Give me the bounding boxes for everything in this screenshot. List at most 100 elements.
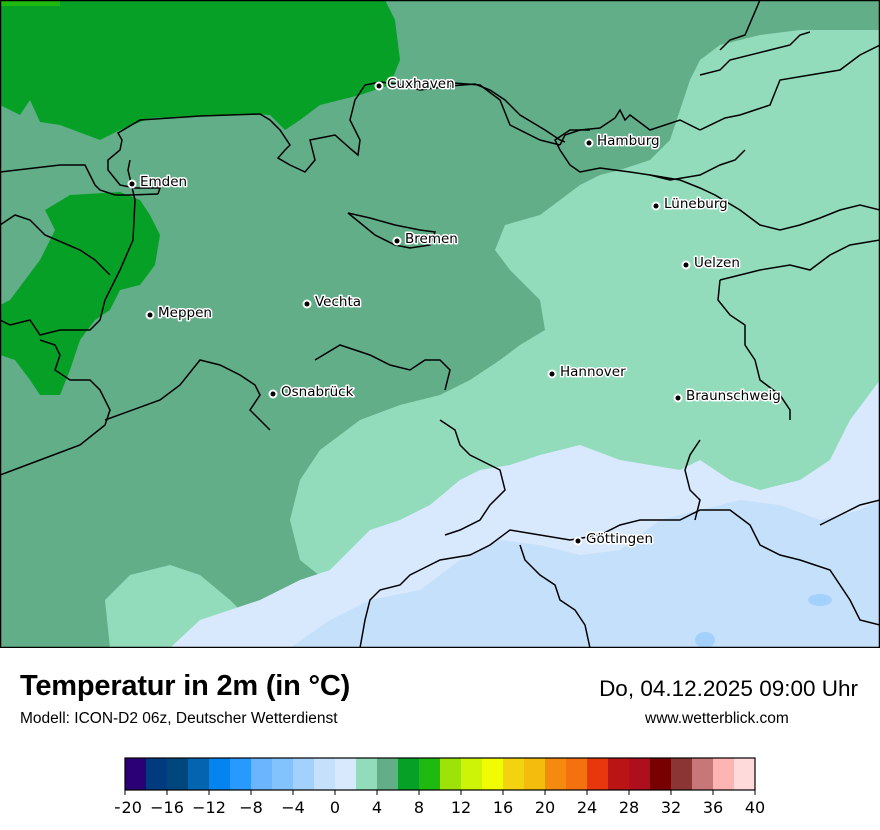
colorbar-tick-label: 24: [577, 798, 597, 817]
colorbar-tick-label: −4: [281, 798, 305, 817]
colorbar-tick-label: 8: [414, 798, 424, 817]
page-title: Temperatur in 2m (in °C): [20, 670, 351, 702]
colorbar-bin: [566, 758, 588, 790]
city-marker: Hannover: [547, 363, 628, 382]
colorbar-bins: [125, 758, 756, 790]
city-marker: Cuxhaven: [374, 75, 456, 94]
colorbar-bin: [356, 758, 378, 790]
colorbar-tick-label: 28: [619, 798, 639, 817]
website-link[interactable]: www.wetterblick.com: [645, 710, 789, 727]
city-dot-icon: [675, 395, 681, 401]
coastlines-borders: [0, 0, 880, 648]
city-label: Hamburg: [597, 133, 660, 149]
temp-patch: [695, 632, 715, 648]
city-label: Meppen: [158, 305, 212, 321]
temp-area-minus2-0: [290, 500, 880, 648]
forecast-datetime: Do, 04.12.2025 09:00 Uhr: [599, 676, 858, 701]
city-label: Bremen: [405, 231, 458, 247]
colorbar-bin: [440, 758, 462, 790]
city-dot-icon: [575, 538, 581, 544]
colorbar-frame: [124, 757, 756, 791]
temp-area-6-8-land: [0, 192, 160, 395]
colorbar-bin: [734, 758, 756, 790]
city-dot-icon: [147, 312, 153, 318]
temp-patch: [808, 594, 832, 606]
model-subtitle: Modell: ICON-D2 06z, Deutscher Wetterdie…: [20, 710, 338, 727]
city-label: Uelzen: [694, 255, 740, 271]
colorbar-bin: [314, 758, 336, 790]
colorbar-tick-label: 0: [330, 798, 340, 817]
colorbar-bin: [629, 758, 651, 790]
city-dot-icon: [549, 371, 555, 377]
colorbar-tick-label: 20: [535, 798, 555, 817]
temp-area-8-10: [0, 0, 60, 6]
city-dot-icon: [683, 262, 689, 268]
colorbar-tick-label: −20: [115, 798, 142, 817]
city-marker: Emden: [127, 173, 189, 192]
colorbar-bin: [692, 758, 714, 790]
city-marker: Vechta: [302, 293, 363, 312]
colorbar-bin: [251, 758, 273, 790]
city-marker: Hamburg: [584, 132, 661, 151]
colorbar-bin: [209, 758, 231, 790]
city-marker: Göttingen: [573, 530, 655, 549]
city-dot-icon: [653, 203, 659, 209]
colorbar-bin: [587, 758, 609, 790]
city-label: Braunschweig: [686, 388, 781, 404]
colorbar-ticks: −20 −16 −12 −8 −4 0 4 8 12 16 20 24 28 32 36 40: [115, 790, 765, 817]
colorbar-bin: [545, 758, 567, 790]
city-label: Hannover: [560, 364, 626, 380]
colorbar-bin: [188, 758, 210, 790]
colorbar-bin: [146, 758, 168, 790]
city-marker: Braunschweig: [673, 387, 782, 406]
colorbar-bin: [482, 758, 504, 790]
city-marker: Osnabrück: [268, 383, 355, 402]
city-dot-icon: [129, 181, 135, 187]
city-label: Vechta: [315, 294, 361, 310]
temperature-map: Cuxhaven Hamburg Emden Lüneburg Bremen Uelzen…: [0, 0, 880, 648]
colorbar-bin: [293, 758, 315, 790]
colorbar-tick-label: 40: [745, 798, 765, 817]
city-dot-icon: [394, 238, 400, 244]
city-dot-icon: [270, 391, 276, 397]
colorbar-bin: [398, 758, 420, 790]
colorbar-bin: [608, 758, 630, 790]
colorbar-bin: [671, 758, 693, 790]
city-label: Göttingen: [586, 531, 653, 547]
colorbar-tick-label: 36: [703, 798, 723, 817]
colorbar-tick-label: −16: [150, 798, 184, 817]
temp-area-6-8-sea: [0, 0, 400, 140]
colorbar-bin: [167, 758, 189, 790]
city-label: Osnabrück: [281, 384, 354, 400]
city-marker: Uelzen: [681, 254, 741, 273]
colorbar-tick-label: 12: [451, 798, 471, 817]
colorbar-bin: [272, 758, 294, 790]
colorbar-bin: [713, 758, 735, 790]
colorbar-bin: [650, 758, 672, 790]
colorbar-bin: [230, 758, 252, 790]
colorbar-tick-label: 16: [493, 798, 513, 817]
city-dot-icon: [304, 301, 310, 307]
colorbar-bin: [419, 758, 441, 790]
colorbar-bin: [461, 758, 483, 790]
city-label: Emden: [140, 174, 187, 190]
city-marker: Meppen: [145, 304, 213, 323]
city-dot-icon: [376, 83, 382, 89]
colorbar-tick-label: 4: [372, 798, 382, 817]
colorbar-bin: [335, 758, 357, 790]
colorbar-bin: [377, 758, 399, 790]
temperature-colorbar: −20 −16 −12 −8 −4 0 4 8 12 16 20 24 28 32 36 40: [115, 757, 765, 817]
colorbar-tick-label: −12: [192, 798, 226, 817]
city-label: Cuxhaven: [387, 76, 455, 92]
colorbar-tick-label: −8: [239, 798, 263, 817]
colorbar-bin: [503, 758, 525, 790]
colorbar-bin: [125, 758, 147, 790]
city-label: Lüneburg: [664, 196, 728, 212]
city-dot-icon: [586, 140, 592, 146]
colorbar-tick-label: 32: [661, 798, 681, 817]
city-marker: Lüneburg: [651, 195, 729, 214]
city-markers: Cuxhaven Hamburg Emden Lüneburg Bremen Uelzen…: [127, 75, 782, 549]
temp-patch: [430, 586, 490, 614]
city-marker: Bremen: [392, 230, 459, 249]
colorbar-bin: [524, 758, 546, 790]
